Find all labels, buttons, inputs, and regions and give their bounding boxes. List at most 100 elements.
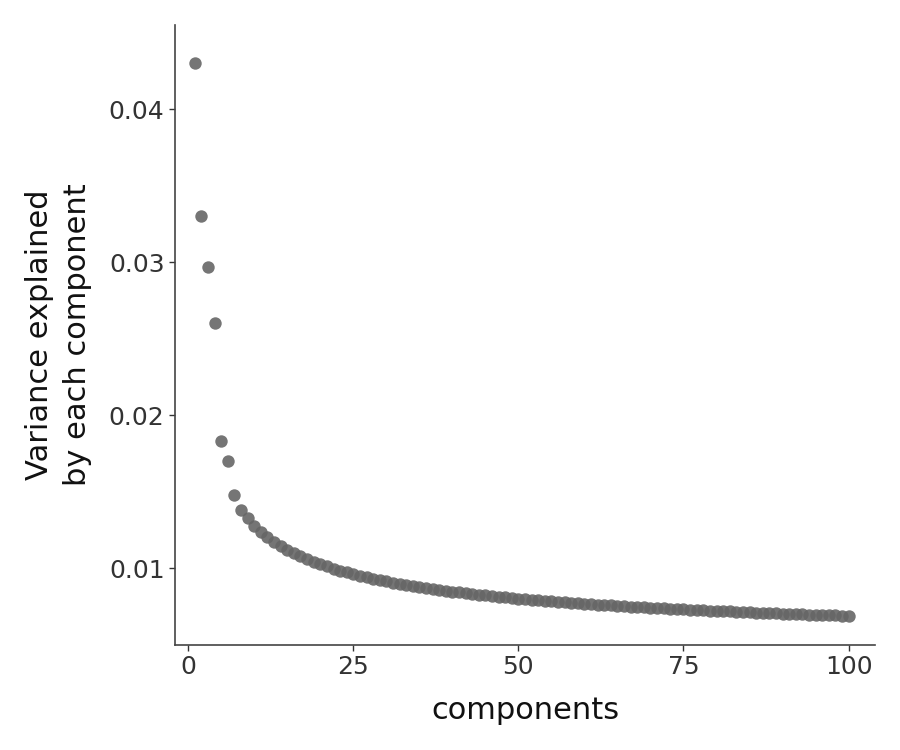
Point (716, 605, 730, 617)
Point (260, 531, 274, 543)
Point (709, 605, 724, 617)
Point (590, 598, 605, 610)
Point (293, 550, 308, 562)
Point (327, 562, 341, 574)
Point (274, 540, 288, 552)
Point (788, 608, 803, 620)
Point (432, 584, 446, 596)
Point (412, 581, 427, 593)
Point (438, 585, 453, 597)
Point (194, 210, 209, 222)
Point (670, 603, 684, 615)
Point (723, 605, 737, 617)
Point (228, 489, 242, 501)
Point (676, 603, 690, 615)
Point (254, 526, 268, 538)
Point (485, 590, 500, 602)
Point (399, 579, 413, 591)
Point (320, 560, 334, 572)
Point (346, 568, 361, 580)
Point (564, 597, 579, 609)
Point (597, 599, 611, 611)
Point (782, 608, 796, 619)
Point (577, 598, 591, 610)
Point (630, 601, 644, 613)
Point (683, 604, 698, 616)
Point (248, 520, 262, 532)
Point (333, 565, 347, 577)
Point (735, 606, 750, 618)
Point (696, 604, 710, 616)
Point (557, 596, 572, 608)
Point (742, 606, 757, 618)
Point (240, 512, 255, 524)
Point (201, 261, 215, 273)
Point (755, 607, 770, 619)
Point (418, 582, 433, 594)
Point (689, 604, 704, 616)
Point (644, 602, 658, 613)
Point (604, 599, 618, 611)
Point (300, 554, 314, 566)
Point (187, 57, 202, 69)
Point (571, 597, 585, 609)
Point (656, 602, 670, 614)
Point (610, 600, 625, 612)
Point (379, 575, 393, 587)
Point (267, 536, 282, 548)
Point (808, 609, 823, 621)
Point (234, 504, 248, 516)
Point (498, 591, 512, 603)
Point (406, 580, 420, 592)
Point (465, 588, 480, 600)
Point (525, 594, 539, 606)
Point (749, 607, 763, 619)
Point (663, 603, 678, 615)
Point (280, 544, 294, 556)
Point (426, 583, 440, 595)
Point (624, 601, 638, 613)
Point (214, 435, 229, 447)
Point (815, 609, 830, 621)
Point (307, 556, 321, 568)
Point (544, 596, 559, 608)
Point (446, 586, 460, 598)
Point (551, 596, 565, 608)
X-axis label: components: components (431, 696, 619, 725)
Point (491, 591, 506, 603)
Point (359, 572, 374, 584)
Point (835, 610, 850, 622)
Point (339, 566, 354, 578)
Y-axis label: Variance explained
by each component: Variance explained by each component (25, 184, 92, 486)
Point (531, 594, 545, 606)
Point (353, 570, 367, 582)
Point (796, 608, 810, 620)
Point (822, 609, 836, 621)
Point (458, 587, 473, 599)
Point (518, 593, 532, 605)
Point (366, 573, 381, 585)
Point (208, 317, 222, 329)
Point (729, 606, 743, 618)
Point (802, 608, 816, 620)
Point (511, 592, 526, 604)
Point (584, 598, 598, 610)
Point (313, 558, 328, 570)
Point (650, 602, 664, 614)
Point (472, 589, 486, 601)
Point (762, 607, 777, 619)
Point (828, 610, 842, 622)
Point (616, 600, 631, 612)
Point (703, 604, 717, 616)
Point (452, 586, 466, 598)
Point (478, 590, 492, 602)
Point (220, 455, 235, 467)
Point (636, 602, 651, 613)
Point (373, 574, 387, 586)
Point (776, 608, 790, 619)
Point (505, 592, 519, 604)
Point (842, 610, 856, 622)
Point (386, 577, 400, 589)
Point (769, 608, 783, 619)
Point (537, 595, 552, 607)
